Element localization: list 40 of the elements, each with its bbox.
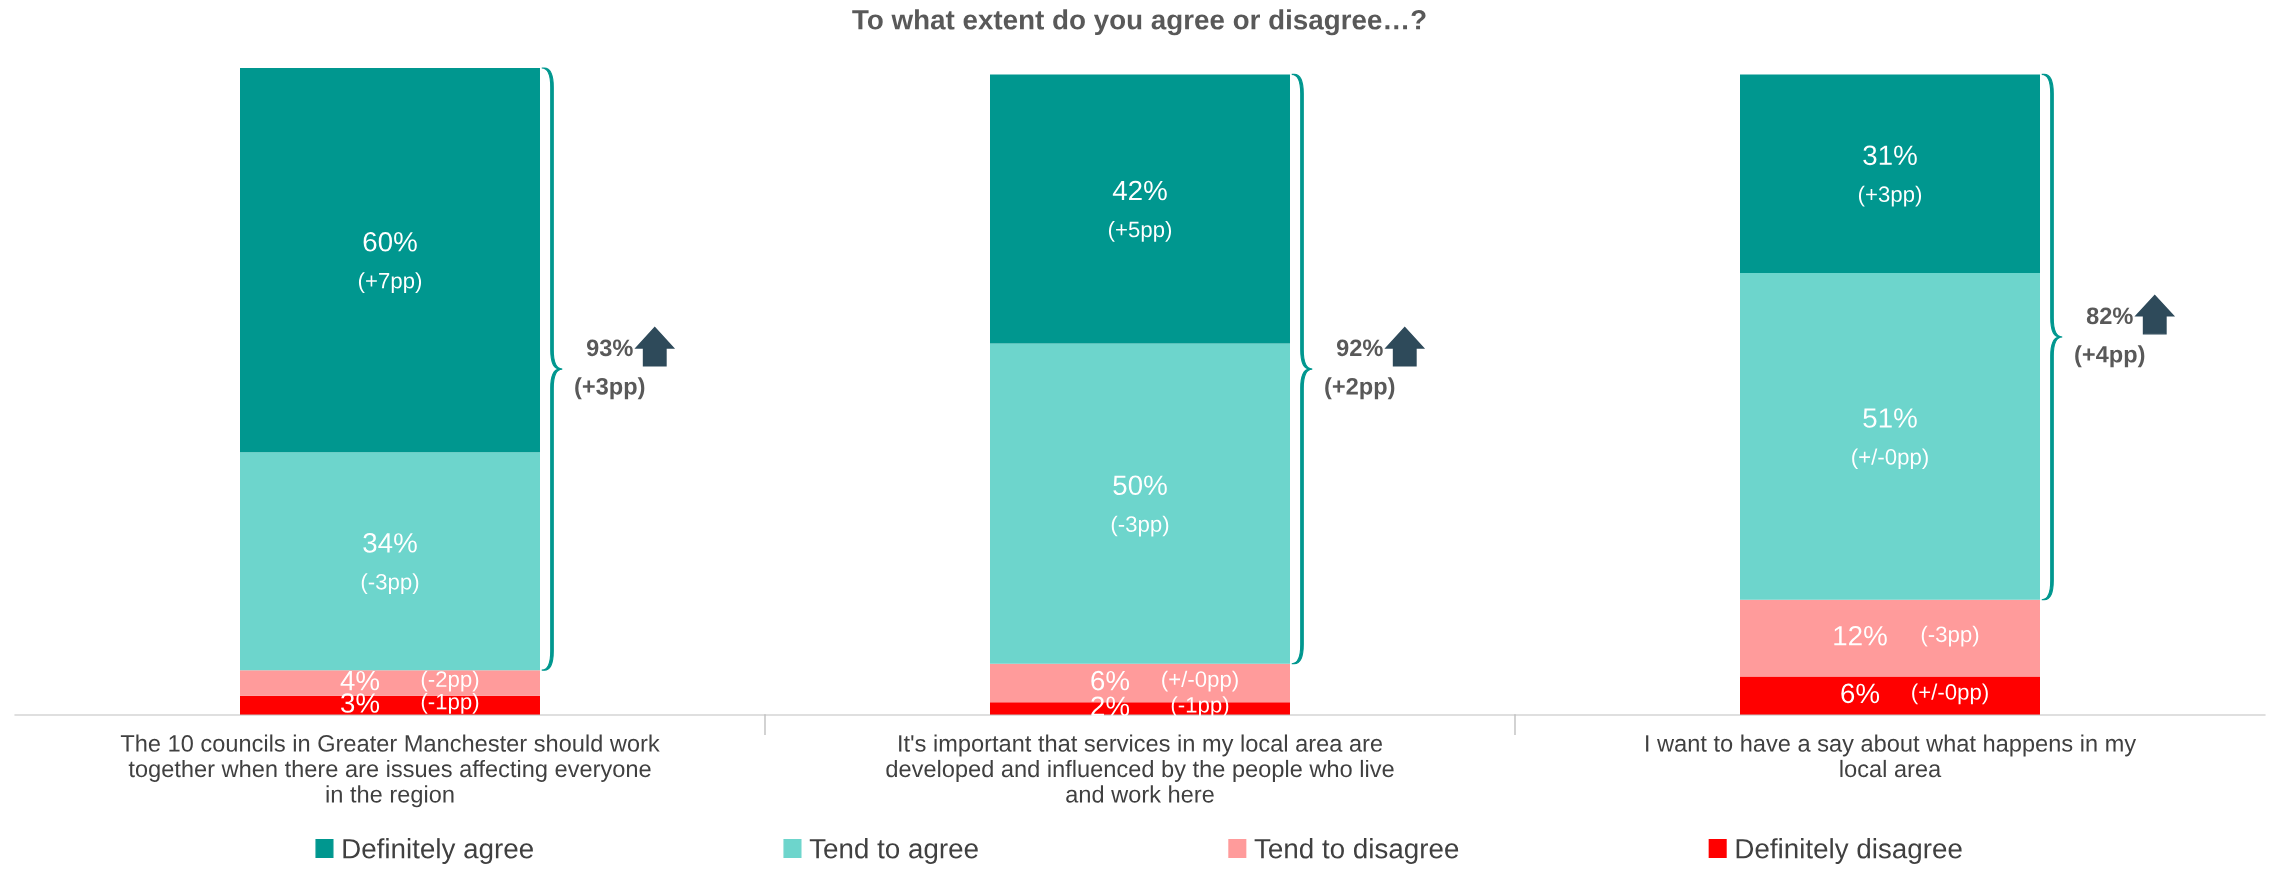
data-label: 42% bbox=[1112, 180, 1167, 201]
annotation: (+3pp) bbox=[575, 377, 645, 400]
annotation: (+/-0pp) bbox=[1162, 670, 1238, 692]
annotation: (-2pp) bbox=[421, 670, 479, 692]
legend-label: Definitely agree bbox=[343, 838, 533, 864]
bar bbox=[1740, 599, 2040, 677]
annotation: (-1pp) bbox=[1171, 696, 1229, 718]
chart-title: To what extent do you agree or disagree…? bbox=[852, 9, 1426, 36]
legend-label: Definitely disagree bbox=[1736, 838, 1962, 864]
legend-label: Tend to disagree bbox=[1254, 838, 1459, 864]
annotation: (-1pp) bbox=[421, 693, 479, 714]
data-label: 4% bbox=[340, 670, 380, 691]
annotation: (+/-0pp) bbox=[1852, 448, 1928, 470]
data-label: 34% bbox=[363, 533, 417, 553]
data-label: 3% bbox=[340, 693, 380, 713]
data-label: 6% bbox=[1091, 670, 1130, 691]
annotation: (+4pp) bbox=[2075, 345, 2145, 368]
data-label: 51% bbox=[1863, 408, 1917, 428]
annotation: (-3pp) bbox=[1921, 625, 1979, 647]
annotation: (-3pp) bbox=[361, 573, 419, 595]
data-label: 50% bbox=[1113, 475, 1167, 496]
data-label: 2% bbox=[1091, 696, 1130, 716]
data-label: 6% bbox=[1841, 683, 1880, 704]
data-label: 60% bbox=[363, 231, 417, 252]
data-label: 12% bbox=[1834, 625, 1887, 646]
annotation: (+7pp) bbox=[358, 272, 422, 293]
annotation: (+2pp) bbox=[1325, 377, 1395, 400]
annotation: 82% bbox=[2086, 307, 2133, 325]
x-tick-label: The 10 councils in Greater Manchester should work together when there are issues affecting everyone in the region bbox=[120, 734, 660, 808]
annotation: (+/-0pp) bbox=[1912, 683, 1988, 705]
x-tick-label: I want to have a say about what happens in my local area bbox=[1646, 734, 2137, 778]
bar bbox=[1740, 676, 2040, 715]
annotation: 93% bbox=[586, 339, 633, 357]
annotation: 92% bbox=[1336, 339, 1383, 357]
annotation: (-3pp) bbox=[1111, 515, 1169, 537]
x-tick-label: It's important that services in my local area are developed and influenced by the people who live and work here bbox=[886, 734, 1394, 803]
legend-label: Tend to agree bbox=[809, 838, 978, 864]
data-label: 31% bbox=[1863, 145, 1917, 166]
annotation: (+3pp) bbox=[1858, 185, 1922, 207]
annotation: (+5pp) bbox=[1108, 220, 1172, 242]
